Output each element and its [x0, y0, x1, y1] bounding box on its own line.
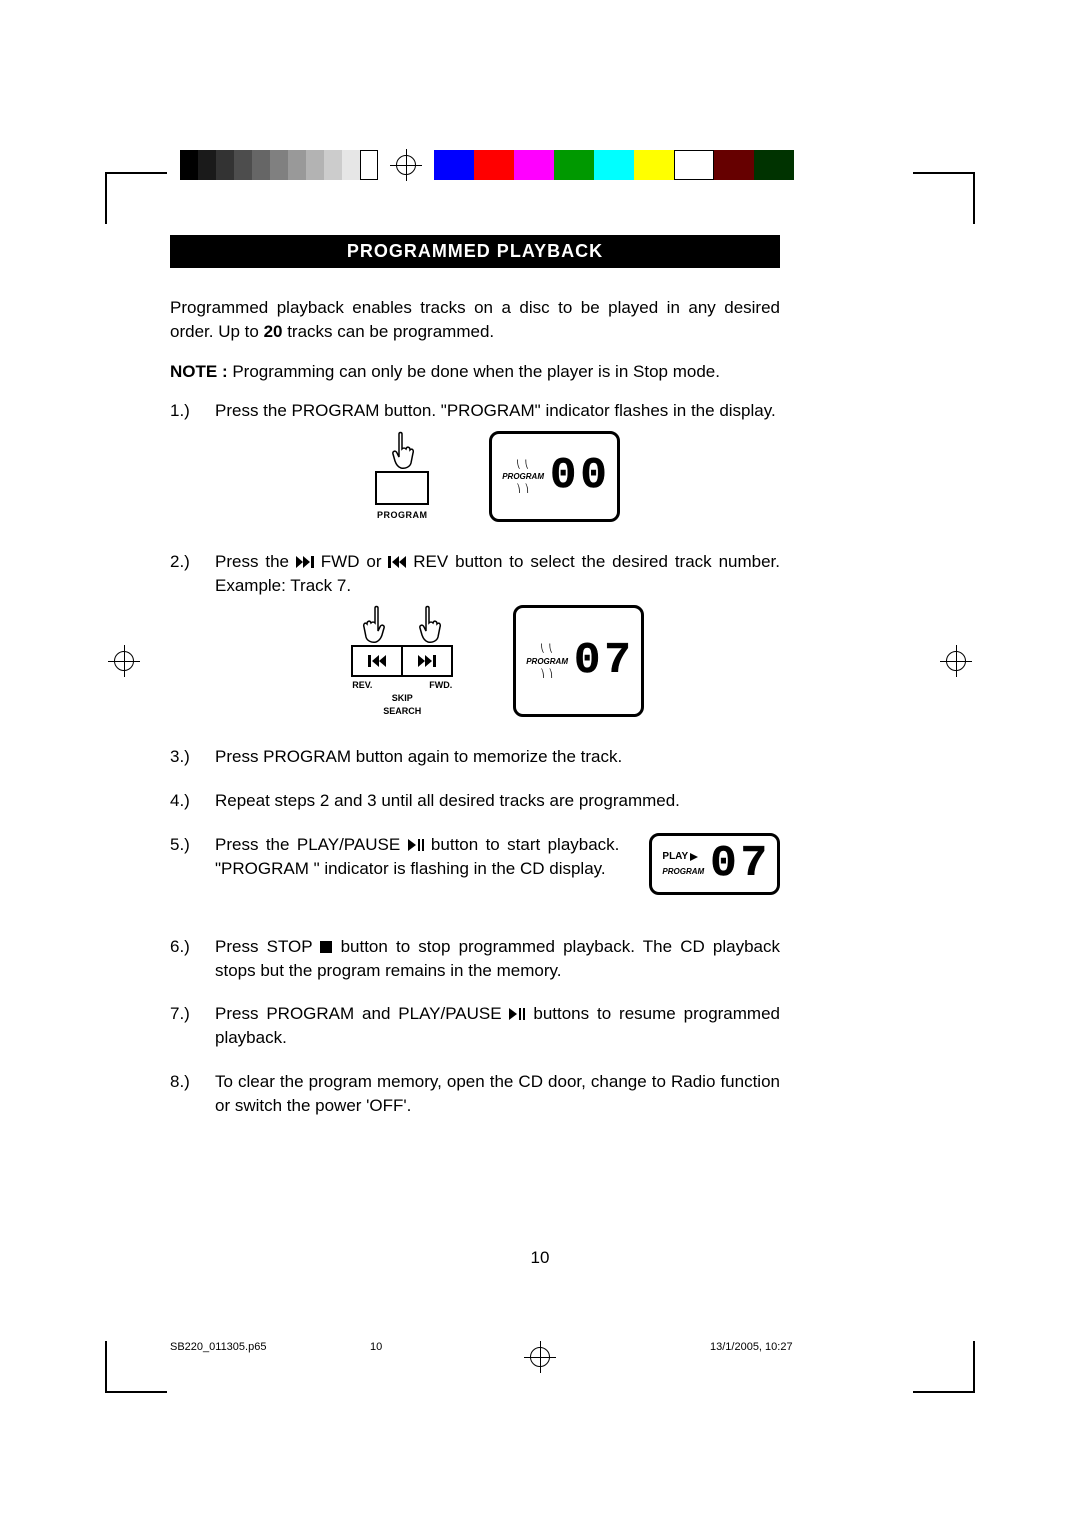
step-6: 6.) Press STOP button to stop programmed… [170, 935, 780, 983]
footer-date: 13/1/2005, 10:27 [710, 1341, 910, 1353]
lcd-display: ⎝ ⎝ PROGRAM ⎞ ⎞ 00 [489, 431, 620, 522]
footer-page: 10 [370, 1341, 490, 1353]
registration-mark-icon [108, 645, 140, 677]
lcd-display: ⎝ ⎝ PROGRAM ⎞ ⎞ 07 [513, 605, 644, 717]
play-pause-icon [509, 1008, 525, 1020]
step-2: 2.) Press the FWD or REV button to selec… [170, 550, 780, 735]
page: PROGRAMMED PLAYBACK Programmed playback … [0, 0, 1080, 1528]
step-5: 5.) Press the PLAY/PAUSE button to start… [170, 833, 780, 895]
step-4: 4.) Repeat steps 2 and 3 until all desir… [170, 789, 780, 813]
step-7: 7.) Press PROGRAM and PLAY/PAUSE buttons… [170, 1002, 780, 1050]
footer-filename: SB220_011305.p65 [170, 1341, 370, 1353]
hand-icon [385, 431, 419, 471]
registration-mark-icon [940, 645, 972, 677]
play-icon [690, 853, 698, 861]
skip-buttons-figure: REV.FWD. SKIP SEARCH [351, 605, 453, 717]
content-area: PROGRAMMED PLAYBACK Programmed playback … [170, 235, 780, 1128]
play-pause-icon [408, 839, 424, 851]
intro-paragraph: Programmed playback enables tracks on a … [170, 296, 780, 344]
crop-mark [105, 172, 167, 224]
color-bar [180, 150, 900, 180]
registration-mark-icon [390, 149, 422, 181]
next-track-icon [418, 655, 436, 667]
prev-track-icon [368, 655, 386, 667]
fast-rewind-icon [388, 556, 406, 568]
section-heading: PROGRAMMED PLAYBACK [170, 235, 780, 268]
crop-mark [105, 1341, 167, 1393]
crop-mark [913, 172, 975, 224]
registration-mark-icon [524, 1341, 556, 1373]
hand-icon [412, 605, 446, 645]
stop-icon [320, 941, 332, 953]
hand-icon [358, 605, 392, 645]
step-3: 3.) Press PROGRAM button again to memori… [170, 745, 780, 769]
fast-forward-icon [296, 556, 314, 568]
program-button-figure: PROGRAM [375, 431, 429, 522]
crop-mark [913, 1341, 975, 1393]
step-8: 8.) To clear the program memory, open th… [170, 1070, 780, 1118]
note-paragraph: NOTE : Programming can only be done when… [170, 360, 780, 384]
lcd-display: PLAY PROGRAM 07 [649, 833, 780, 895]
step-1: 1.) Press the PROGRAM button. "PROGRAM" … [170, 399, 780, 539]
page-number: 10 [531, 1248, 550, 1268]
